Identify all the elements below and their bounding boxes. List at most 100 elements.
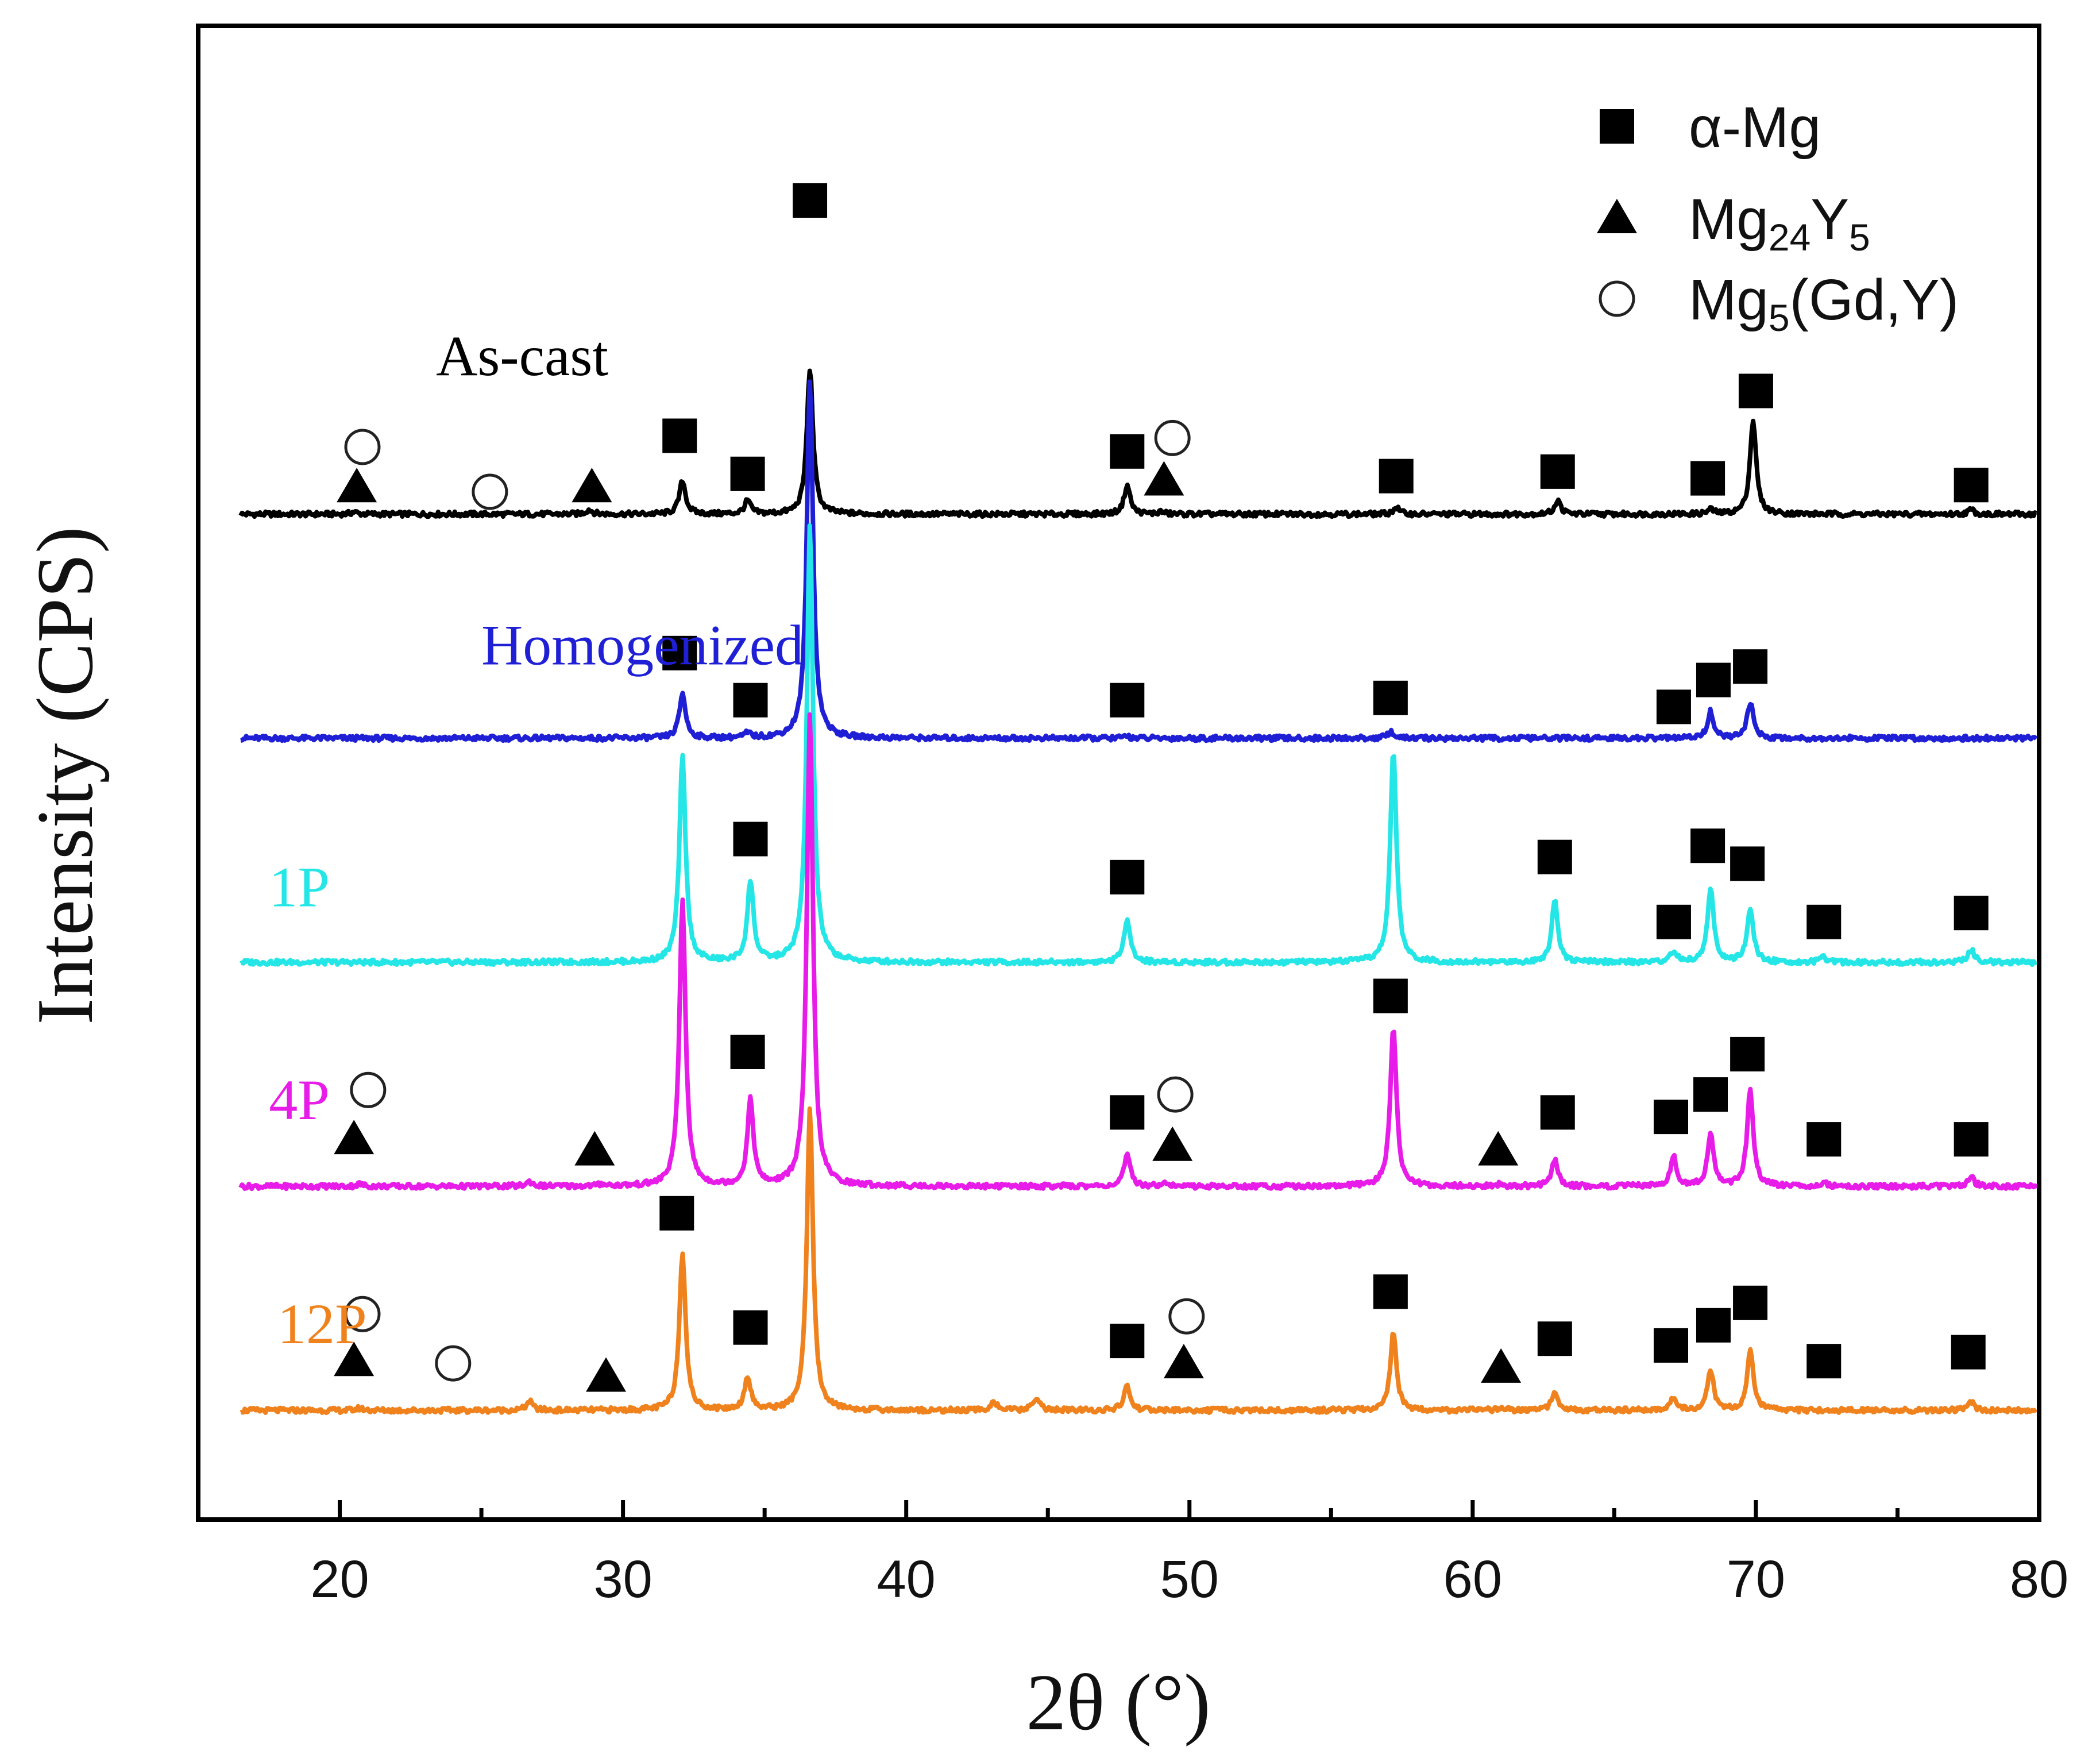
alpha-mg-marker [1654, 1328, 1688, 1363]
x-tick-label: 20 [310, 1550, 369, 1609]
mg24y5-marker [337, 468, 377, 503]
alpha-mg-marker [1540, 1095, 1575, 1130]
mg5gdy-marker [1154, 419, 1191, 456]
series-label: As-cast [436, 324, 608, 388]
alpha-mg-marker [1696, 1308, 1731, 1343]
alpha-mg-marker [1806, 904, 1842, 939]
alpha-mg-marker [1540, 454, 1575, 489]
legend-label: Mg5(Gd,Y) [1689, 268, 1959, 339]
phase-marker-layer [334, 183, 1989, 1392]
alpha-mg-marker [730, 1035, 765, 1069]
alpha-mg-marker [662, 635, 697, 670]
legend-subscript: 24 [1769, 216, 1811, 259]
series-label-layer: As-cast Homogenized 1P 4P 12P [269, 324, 804, 1356]
y-axis-label: Intensity (CPS) [21, 526, 110, 1024]
series-layer [238, 368, 2039, 1416]
legend-text: Y [1811, 187, 1849, 252]
mg24y5-marker [1478, 1131, 1519, 1166]
alpha-mg-marker [1110, 859, 1145, 895]
mg24y5-marker [574, 1131, 615, 1166]
legend-subscript: 5 [1769, 296, 1790, 339]
x-tick-label: 50 [1160, 1550, 1219, 1609]
alpha-mg-marker [1110, 434, 1145, 469]
mg24y5-marker [334, 1341, 375, 1377]
x-tick-label: 30 [593, 1550, 652, 1609]
legend-marker-circle [1599, 280, 1635, 317]
x-tick-label: 60 [1443, 1550, 1502, 1609]
mg24y5-marker [586, 1357, 627, 1392]
legend-marker-triangle [1597, 199, 1637, 233]
alpha-mg-marker [1373, 680, 1408, 715]
alpha-mg-marker [1806, 1122, 1842, 1157]
mg24y5-marker [1144, 461, 1184, 496]
alpha-mg-marker [1690, 828, 1725, 863]
mg24y5-marker [1163, 1344, 1204, 1379]
mg5gdy-marker [1157, 1076, 1194, 1113]
series-line-4p [238, 712, 2039, 1192]
alpha-mg-marker [733, 1310, 768, 1345]
alpha-mg-marker [1656, 904, 1691, 939]
alpha-mg-marker [659, 1196, 694, 1231]
alpha-mg-marker [1738, 373, 1773, 408]
alpha-mg-marker [1954, 896, 1989, 931]
mg5gdy-marker [472, 473, 508, 510]
x-axis-label: 2θ (°) [1026, 1658, 1210, 1747]
alpha-mg-marker [1696, 662, 1731, 697]
alpha-mg-marker [1110, 1324, 1145, 1359]
alpha-mg-marker [793, 183, 828, 218]
alpha-mg-marker [1656, 689, 1691, 724]
legend-marker-square [1600, 109, 1634, 144]
alpha-mg-marker [1733, 649, 1768, 684]
mg24y5-marker [572, 468, 612, 503]
plot-frame [196, 24, 2041, 1522]
mg24y5-marker [1152, 1126, 1193, 1161]
legend-label: α-Mg [1689, 95, 1821, 160]
series-line-1p [240, 523, 2038, 967]
mg5gdy-marker [435, 1345, 472, 1382]
mg24y5-marker [334, 1120, 375, 1155]
series-label: 12P [277, 1292, 367, 1356]
alpha-mg-marker [1373, 1274, 1408, 1309]
alpha-mg-marker [1733, 1285, 1768, 1320]
alpha-mg-marker [1110, 1095, 1145, 1130]
alpha-mg-marker [1110, 683, 1145, 718]
series-line-12p [240, 1106, 2038, 1416]
alpha-mg-marker [733, 822, 768, 857]
x-tick-label: 70 [1727, 1550, 1785, 1609]
alpha-mg-marker [1954, 1122, 1989, 1157]
legend-text: (Gd,Y) [1790, 268, 1959, 332]
alpha-mg-marker [1654, 1100, 1688, 1135]
alpha-mg-marker [662, 418, 697, 453]
legend-subscript: 5 [1849, 216, 1870, 259]
legend-label: Mg24Y5 [1689, 187, 1870, 259]
x-axis-ticks: 20 30 40 50 60 70 80 [196, 1500, 2068, 1609]
series-line-as-cast [238, 368, 2038, 519]
mg5gdy-marker [350, 1071, 387, 1108]
series-line-homogenized [240, 379, 2038, 743]
x-tick-label: 80 [2010, 1550, 2068, 1609]
alpha-mg-marker [733, 683, 768, 718]
x-tick-label: 40 [877, 1550, 936, 1609]
mg5gdy-marker [344, 429, 381, 465]
alpha-mg-marker [1537, 839, 1572, 874]
alpha-mg-marker [1693, 1077, 1728, 1112]
alpha-mg-marker [1954, 468, 1989, 503]
alpha-mg-marker [1806, 1344, 1842, 1379]
mg24y5-marker [1481, 1348, 1522, 1383]
alpha-mg-marker [730, 456, 765, 491]
series-label: Homogenized [481, 613, 804, 677]
legend-text: Mg [1689, 268, 1769, 332]
alpha-mg-marker [1379, 458, 1414, 494]
alpha-mg-marker [1373, 978, 1408, 1013]
alpha-mg-marker [1690, 461, 1725, 496]
series-label: 1P [269, 855, 330, 919]
mg5gdy-marker [1168, 1298, 1205, 1335]
series-label: 4P [269, 1068, 330, 1132]
alpha-mg-marker [1951, 1335, 1986, 1370]
alpha-mg-marker [1730, 846, 1765, 881]
legend-text: Mg [1689, 187, 1769, 252]
alpha-mg-marker [1537, 1321, 1572, 1356]
